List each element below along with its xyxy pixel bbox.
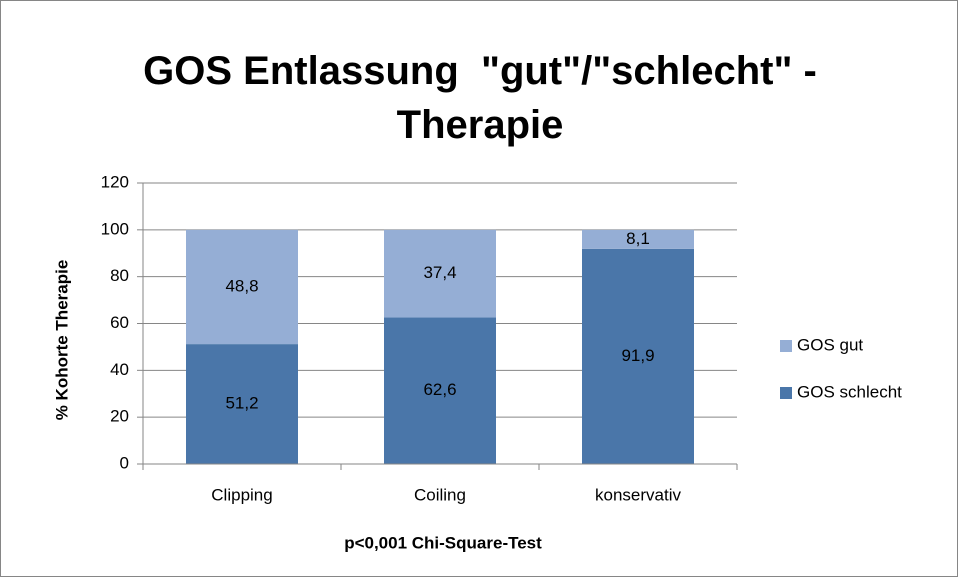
data-label: 37,4 — [423, 263, 456, 282]
data-label: 51,2 — [225, 394, 258, 413]
bar-segment — [186, 344, 298, 464]
y-tick-label: 40 — [110, 360, 129, 379]
legend-swatch — [780, 387, 792, 399]
y-axis-label: % Kohorte Therapie — [52, 260, 71, 421]
data-label: 8,1 — [626, 229, 650, 248]
bar-segment — [186, 229, 298, 345]
bar-segment — [582, 248, 694, 464]
bar-segment — [582, 229, 694, 249]
y-tick-label: 60 — [110, 313, 129, 332]
y-tick-label: 0 — [120, 453, 129, 472]
y-tick-label: 20 — [110, 407, 129, 426]
bar-segment — [384, 229, 496, 318]
legend-label: GOS gut — [797, 335, 863, 354]
legend-label: GOS schlecht — [797, 382, 902, 401]
y-tick-label: 80 — [110, 266, 129, 285]
data-label: 48,8 — [225, 276, 258, 295]
data-label: 91,9 — [621, 346, 654, 365]
y-tick-label: 120 — [101, 172, 129, 191]
x-tick-label: konservativ — [595, 485, 681, 504]
x-tick-label: Coiling — [414, 485, 466, 504]
data-label: 62,6 — [423, 380, 456, 399]
chart-title: GOS Entlassung "gut"/"schlecht" - Therap… — [143, 49, 828, 147]
y-tick-label: 100 — [101, 219, 129, 238]
legend-swatch — [780, 340, 792, 352]
x-axis-label: p<0,001 Chi-Square-Test — [344, 533, 542, 552]
bar-segment — [384, 317, 496, 464]
x-tick-label: Clipping — [211, 485, 272, 504]
